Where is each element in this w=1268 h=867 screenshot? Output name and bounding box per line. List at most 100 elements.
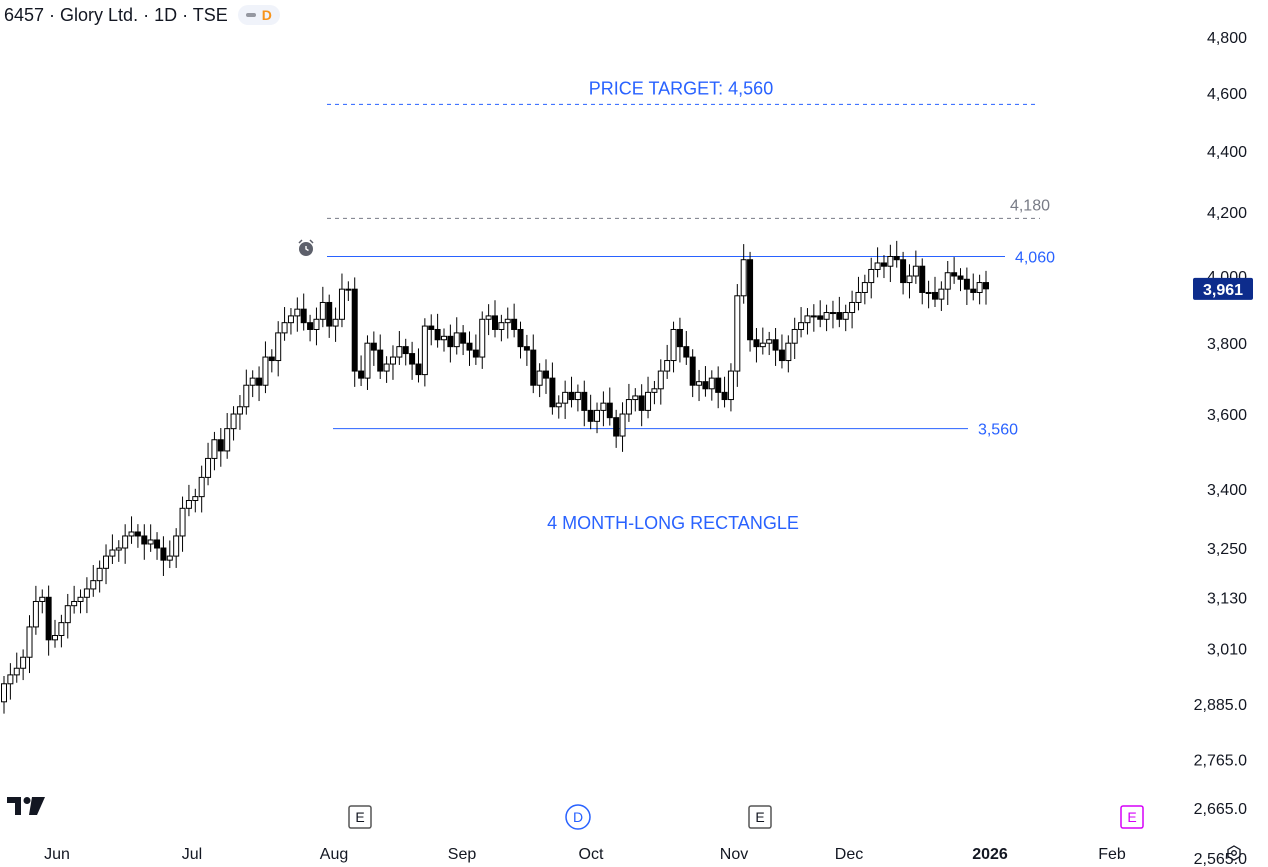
candle-body <box>287 315 294 324</box>
time-tick-label: Sep <box>448 846 477 863</box>
candle-body <box>900 259 907 284</box>
candle <box>766 331 773 356</box>
event-marker-dividend[interactable]: D <box>565 804 591 830</box>
candle-body <box>262 356 269 386</box>
candle-body <box>389 356 396 365</box>
candle <box>657 359 664 405</box>
candle <box>26 615 33 674</box>
alert-clock-icon[interactable] <box>298 239 314 256</box>
candle <box>887 244 894 283</box>
candle <box>957 268 964 292</box>
candle <box>122 524 129 564</box>
price-tick-label: 4,800 <box>1207 30 1247 47</box>
candle-body <box>606 402 613 419</box>
candle <box>861 274 868 305</box>
candle-body <box>428 325 435 330</box>
event-marker-earnings[interactable]: E <box>1120 805 1144 829</box>
candle <box>574 384 581 412</box>
candle <box>632 388 639 412</box>
candle <box>224 413 231 459</box>
candle <box>670 321 677 373</box>
candle-body <box>791 328 798 344</box>
candle <box>702 366 709 397</box>
candle-body <box>479 318 486 358</box>
candle <box>173 528 180 568</box>
price-tick-label: 2,765.0 <box>1194 753 1247 770</box>
candle-body <box>192 496 199 502</box>
candle-body <box>141 535 148 545</box>
candle-body <box>957 275 964 280</box>
candle-body <box>58 622 65 637</box>
candle-body <box>683 346 690 358</box>
candle <box>492 300 498 338</box>
candle <box>664 344 671 379</box>
candle-body <box>931 291 938 300</box>
candle <box>683 331 690 365</box>
earnings-icon <box>348 805 372 829</box>
price-axis[interactable]: 5,0004,8004,6004,4004,2004,0003,8003,600… <box>1193 0 1253 867</box>
candle <box>511 303 518 338</box>
candle-body <box>696 381 703 386</box>
candle <box>479 311 486 369</box>
candle <box>696 369 703 402</box>
candle <box>370 331 377 366</box>
candle <box>358 355 365 387</box>
earnings-next-icon <box>1120 805 1144 829</box>
candle-body <box>823 312 830 320</box>
candle <box>198 465 205 513</box>
candle-body <box>530 349 537 386</box>
candle-body <box>236 406 243 415</box>
candle-body <box>912 265 919 277</box>
candle-body <box>179 507 186 537</box>
candle-body <box>657 370 664 390</box>
candle-body <box>39 596 46 602</box>
candle-body <box>492 315 498 330</box>
candle <box>970 273 977 301</box>
event-marker-earnings[interactable]: E <box>348 805 372 829</box>
candle <box>32 585 39 635</box>
candle <box>708 370 715 401</box>
candle <box>128 516 135 544</box>
candle-body <box>268 356 275 362</box>
price-tick-label: 4,200 <box>1207 205 1247 222</box>
candle-body <box>504 318 511 324</box>
candle-body <box>434 328 441 341</box>
candles <box>1 240 989 714</box>
event-marker-earnings[interactable]: E <box>748 805 772 829</box>
candle-body <box>747 259 754 341</box>
candle <box>568 376 575 408</box>
settings-gear-icon[interactable] <box>1227 845 1241 861</box>
candle-body <box>645 391 652 411</box>
candle <box>472 334 479 365</box>
candle-body <box>842 312 849 320</box>
status-pill[interactable]: D <box>237 5 280 25</box>
tradingview-logo-icon[interactable] <box>7 797 45 815</box>
candle <box>319 286 326 328</box>
candle <box>543 359 550 394</box>
candle-body <box>383 363 390 372</box>
candle <box>115 540 122 562</box>
candle-body <box>300 308 307 324</box>
last-price-tag <box>1193 277 1253 300</box>
candle-body <box>185 500 192 509</box>
candle <box>141 524 148 560</box>
candle-body <box>753 339 760 348</box>
candle-body <box>198 476 205 498</box>
candle <box>275 321 282 377</box>
candle-body <box>447 335 454 348</box>
candle-body <box>83 588 90 598</box>
price-tick-label: 3,800 <box>1207 336 1247 353</box>
candle <box>192 488 199 513</box>
candle <box>243 369 250 415</box>
candle-body <box>364 342 371 379</box>
candle-body <box>275 332 282 362</box>
candle <box>613 409 620 448</box>
candle-body <box>740 259 747 297</box>
candle-body <box>205 457 212 478</box>
price-target-label: PRICE TARGET: 4,560 <box>589 78 773 98</box>
candle-body <box>613 417 620 437</box>
candle <box>925 280 932 309</box>
earnings-icon <box>748 805 772 829</box>
time-axis[interactable]: Jun Jul Aug Sep Oct Nov Dec 2026 Feb <box>44 846 1126 863</box>
